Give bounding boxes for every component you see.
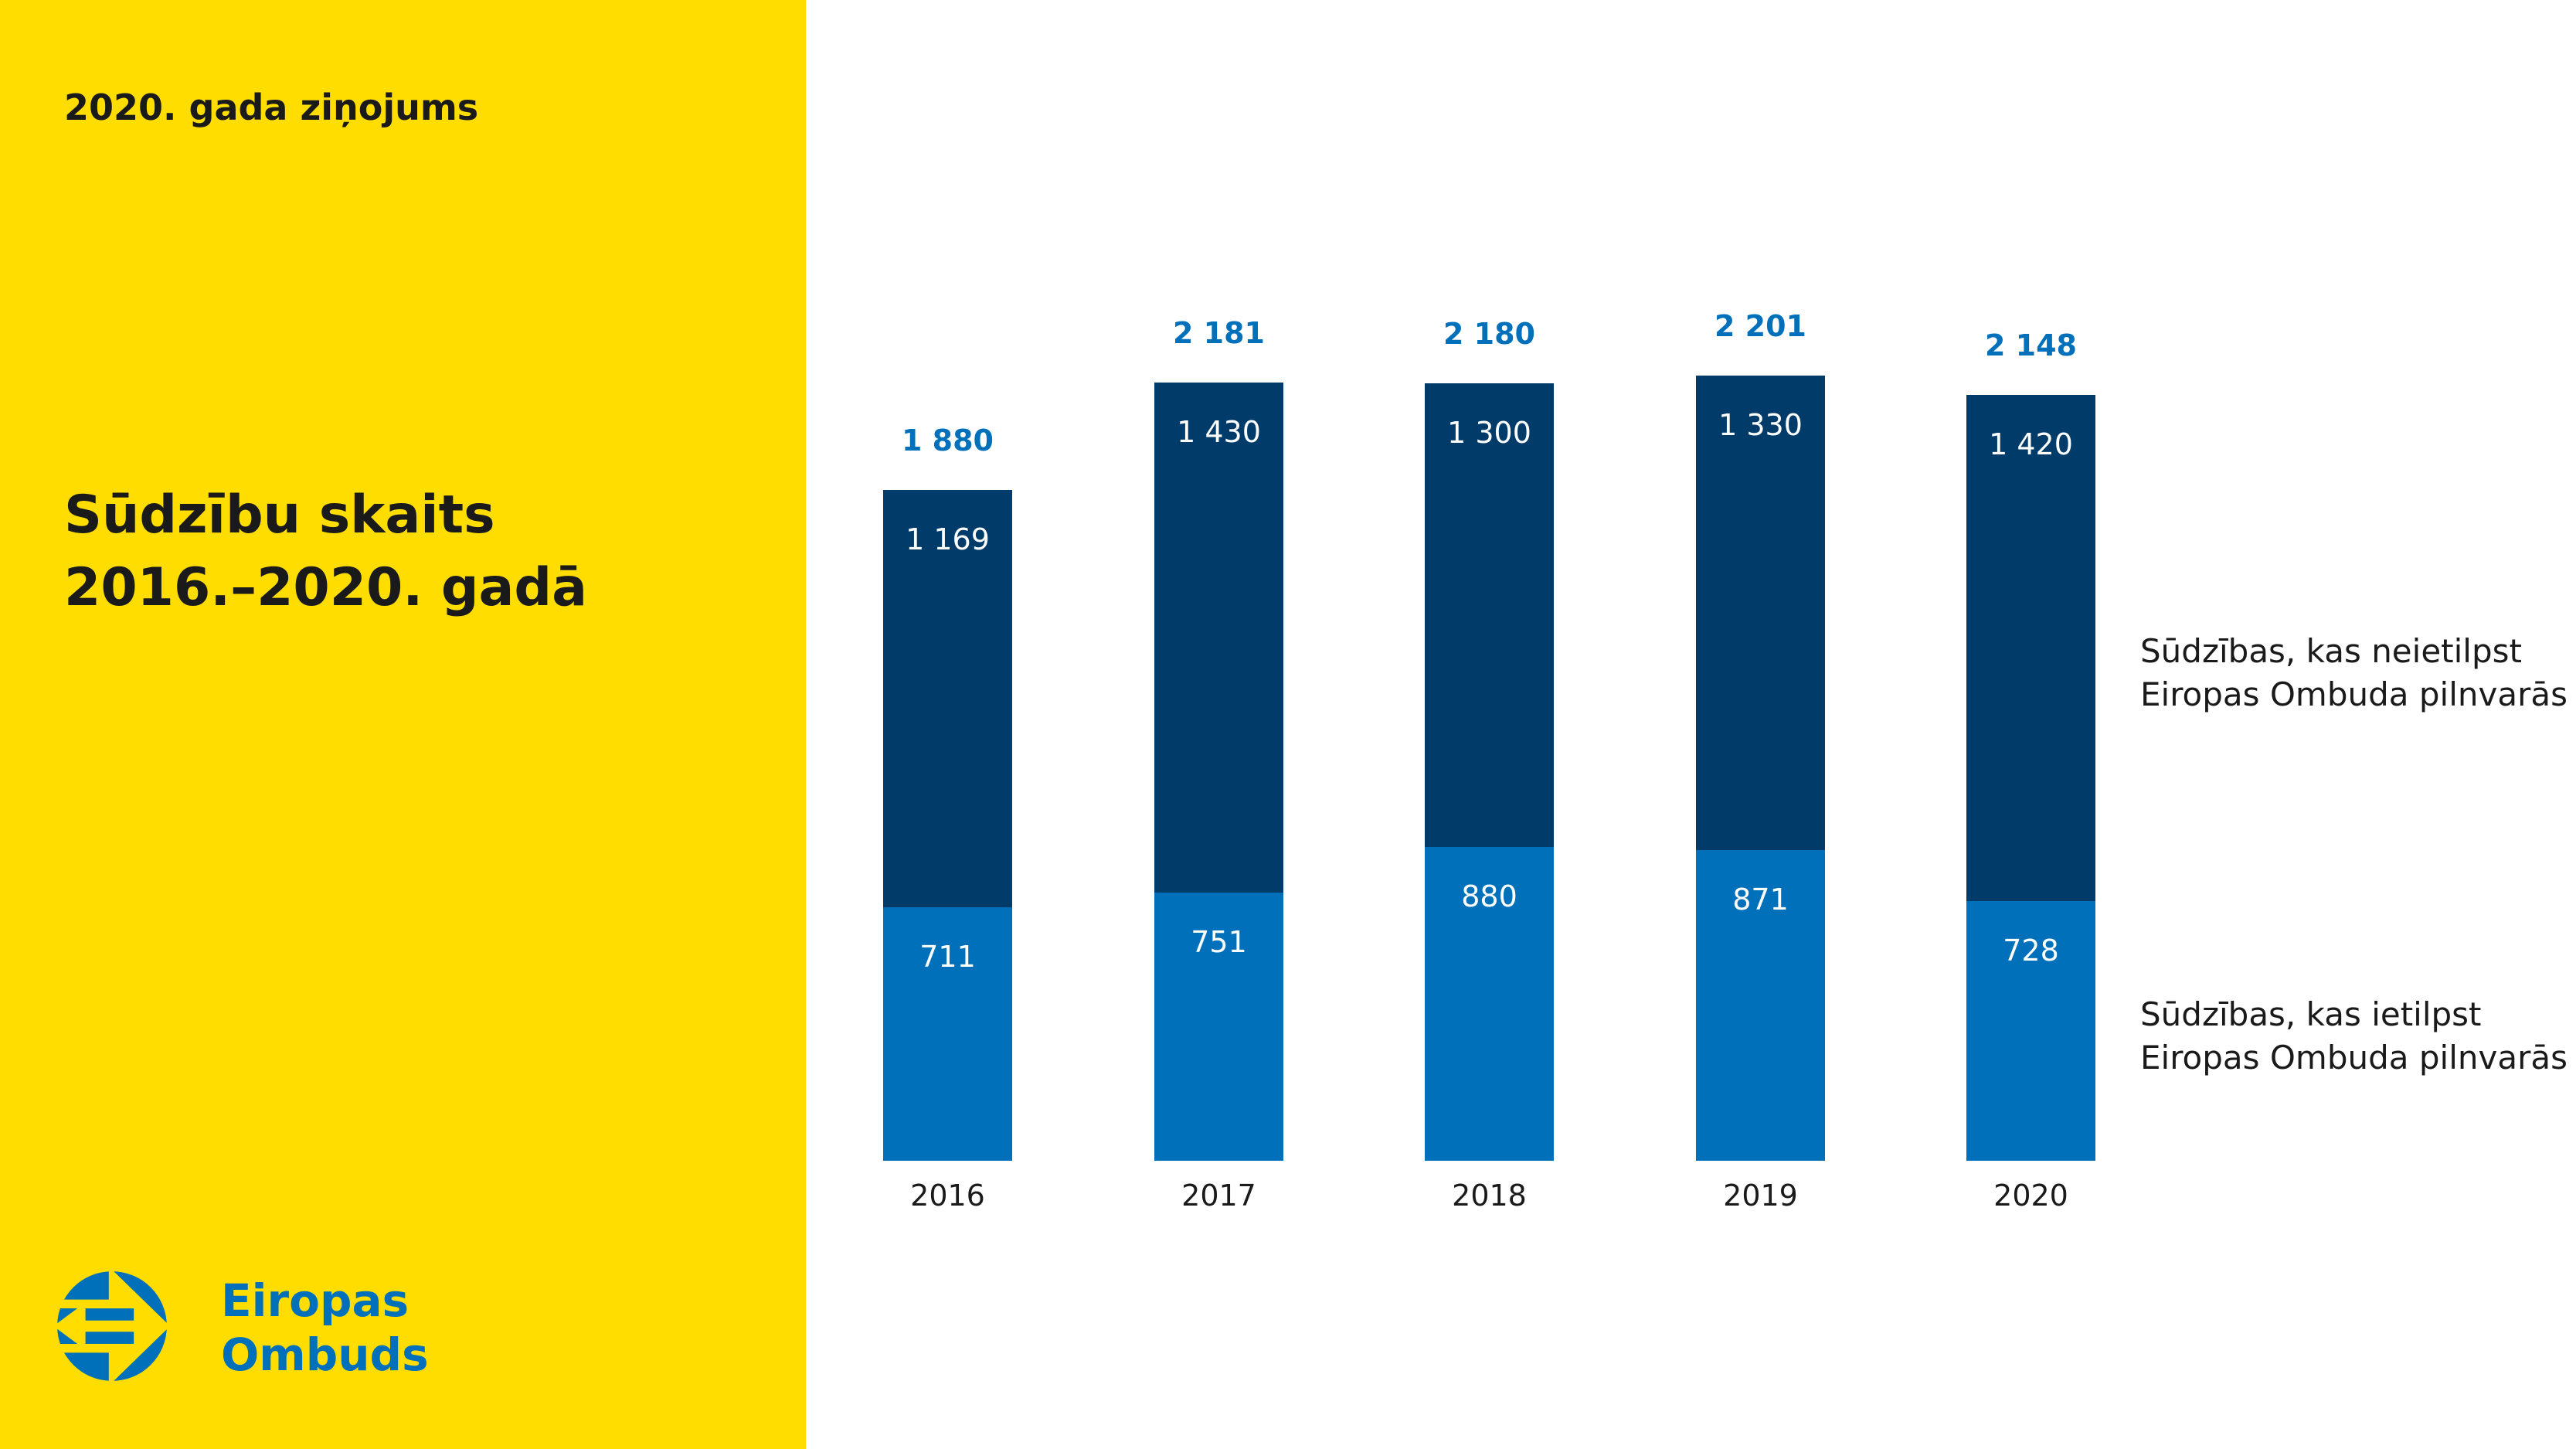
bar-inside-mandate	[1966, 901, 2095, 1161]
x-tick-label: 2017	[1181, 1179, 1256, 1213]
total-label: 2 201	[1715, 309, 1806, 344]
value-label-inside: 751	[1191, 925, 1247, 960]
value-label-outside: 1 169	[906, 522, 990, 557]
value-label-inside: 728	[2003, 934, 2059, 968]
title-line-2: 2016.–2020. gadā	[64, 557, 587, 618]
bar-inside-mandate	[1154, 893, 1283, 1161]
total-label: 1 880	[902, 423, 994, 458]
report-label: 2020. gada ziņojums	[64, 87, 479, 128]
value-label-inside: 711	[919, 939, 976, 974]
x-tick-label: 2020	[1993, 1179, 2068, 1213]
logo-text: Eiropas Ombuds	[221, 1274, 429, 1382]
value-label-outside: 1 300	[1447, 415, 1531, 450]
bar-outside-mandate	[883, 490, 1012, 907]
chart-title: Sūdzību skaits 2016.–2020. gadā	[64, 479, 587, 624]
value-label-inside: 880	[1461, 879, 1517, 913]
yellow-side-panel	[0, 0, 806, 1449]
total-label: 2 148	[1985, 328, 2077, 362]
bar-inside-mandate	[1425, 846, 1554, 1161]
bar-outside-mandate	[1696, 376, 1825, 851]
title-line-1: Sūdzību skaits	[64, 485, 495, 546]
bar-outside-mandate	[1966, 394, 2095, 902]
value-label-inside: 871	[1732, 883, 1789, 917]
bar-outside-mandate	[1425, 383, 1554, 847]
european-ombudsman-logo-icon	[57, 1271, 167, 1381]
logo-line-1: Eiropas	[221, 1274, 410, 1327]
legend-outside-mandate: Sūdzības, kas neietilpst Eiropas Ombuda …	[2140, 632, 2568, 713]
bar-inside-mandate	[1696, 850, 1825, 1161]
x-tick-label: 2016	[910, 1179, 985, 1213]
bar-inside-mandate	[883, 906, 1012, 1161]
legend-inside-mandate: Sūdzības, kas ietilpst Eiropas Ombuda pi…	[2140, 995, 2568, 1077]
bar-outside-mandate	[1154, 383, 1283, 893]
logo-line-2: Ombuds	[221, 1328, 429, 1381]
x-tick-label: 2019	[1723, 1179, 1798, 1213]
value-label-outside: 1 330	[1718, 408, 1803, 443]
value-label-outside: 1 420	[1989, 427, 2073, 461]
total-label: 2 180	[1443, 316, 1535, 351]
total-label: 2 181	[1173, 316, 1265, 351]
value-label-outside: 1 430	[1177, 415, 1261, 450]
x-tick-label: 2018	[1452, 1179, 1527, 1213]
